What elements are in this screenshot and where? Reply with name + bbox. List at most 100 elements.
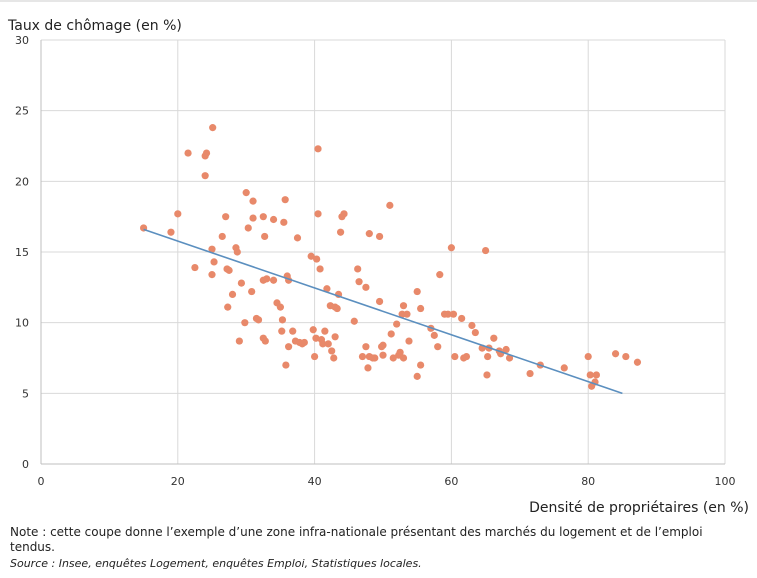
data-point xyxy=(174,210,182,218)
data-point xyxy=(386,201,394,209)
data-point xyxy=(471,328,479,337)
data-point xyxy=(228,290,237,298)
data-point xyxy=(379,341,387,349)
data-point xyxy=(502,345,510,354)
data-point xyxy=(484,352,492,361)
data-point xyxy=(241,319,249,327)
data-point xyxy=(436,271,444,279)
tick-labels: 0 5 10 15 20 25 30 0 20 40 60 80 100 xyxy=(15,34,736,488)
top-divider xyxy=(0,0,757,2)
data-point xyxy=(191,263,199,272)
data-point xyxy=(482,246,490,255)
data-point xyxy=(249,197,257,205)
data-point xyxy=(399,354,408,362)
data-point xyxy=(560,364,568,372)
data-point xyxy=(208,271,216,279)
data-point xyxy=(362,283,370,291)
data-point xyxy=(354,265,362,273)
data-point xyxy=(399,302,408,310)
data-point xyxy=(249,214,257,222)
data-point xyxy=(430,331,438,339)
data-point xyxy=(259,334,267,342)
x-tick-label: 20 xyxy=(171,475,185,488)
data-point xyxy=(269,276,278,284)
y-tick-label: 20 xyxy=(15,175,29,188)
y-axis-label: Taux de chômage (en %) xyxy=(7,18,182,34)
data-point xyxy=(633,358,642,366)
data-point xyxy=(462,352,471,361)
data-point xyxy=(584,352,592,361)
data-point xyxy=(314,210,322,218)
data-point xyxy=(365,230,373,238)
x-tick-label: 80 xyxy=(581,475,595,488)
data-point xyxy=(458,314,466,323)
gridlines xyxy=(41,39,726,464)
data-point xyxy=(278,316,287,324)
data-point xyxy=(336,228,345,236)
data-point xyxy=(202,149,211,157)
data-point xyxy=(269,215,278,224)
data-point xyxy=(375,297,384,306)
data-point xyxy=(209,124,217,132)
data-point xyxy=(218,232,226,241)
data-point xyxy=(447,244,455,252)
data-point xyxy=(282,361,290,369)
y-tick-label: 25 xyxy=(15,105,29,118)
y-tick-label: 10 xyxy=(15,317,29,330)
data-point xyxy=(210,258,218,266)
data-point xyxy=(278,327,286,335)
data-point xyxy=(309,326,317,334)
data-point xyxy=(393,320,401,328)
data-point xyxy=(340,210,348,218)
data-point xyxy=(526,369,534,378)
data-point xyxy=(592,371,601,379)
data-points xyxy=(140,124,642,390)
data-point xyxy=(355,278,363,286)
data-point xyxy=(413,372,421,380)
data-point xyxy=(323,285,331,293)
data-point xyxy=(259,213,267,221)
data-point xyxy=(389,354,397,362)
data-point xyxy=(405,337,413,345)
x-axis-label: Densité de propriétaires (en %) xyxy=(529,500,749,516)
data-point xyxy=(417,304,425,313)
data-point xyxy=(254,316,263,324)
data-point xyxy=(222,213,230,221)
data-point xyxy=(324,340,332,348)
data-point xyxy=(328,347,336,355)
axes xyxy=(40,40,725,465)
data-point xyxy=(289,327,297,335)
data-point xyxy=(314,145,322,153)
data-point xyxy=(242,189,250,197)
data-point xyxy=(312,334,320,342)
data-point xyxy=(611,350,620,358)
data-point xyxy=(263,275,271,283)
data-point xyxy=(586,371,594,379)
x-tick-label: 0 xyxy=(38,475,45,488)
trendline xyxy=(143,228,623,395)
data-point xyxy=(261,232,269,241)
x-tick-label: 100 xyxy=(715,475,736,488)
data-point xyxy=(235,337,243,345)
data-point xyxy=(490,334,498,342)
y-tick-label: 5 xyxy=(22,387,29,400)
data-point xyxy=(362,343,370,351)
data-point xyxy=(313,255,321,263)
y-tick-label: 0 xyxy=(22,458,29,471)
data-point xyxy=(316,265,324,273)
x-tick-label: 60 xyxy=(444,475,458,488)
data-point xyxy=(233,248,241,256)
scatter-chart: 0 5 10 15 20 25 30 0 20 40 60 80 100 Taux de chômage… xyxy=(7,18,749,516)
data-point xyxy=(244,224,252,232)
x-tick-label: 40 xyxy=(308,475,322,488)
data-point xyxy=(280,218,288,226)
data-point xyxy=(358,352,367,361)
data-point xyxy=(413,287,421,296)
data-point xyxy=(319,340,327,348)
data-point xyxy=(403,310,411,318)
data-point xyxy=(449,310,458,318)
trendline-group xyxy=(143,228,623,395)
data-point xyxy=(333,304,341,313)
y-tick-label: 30 xyxy=(15,34,29,47)
data-point xyxy=(237,279,246,287)
